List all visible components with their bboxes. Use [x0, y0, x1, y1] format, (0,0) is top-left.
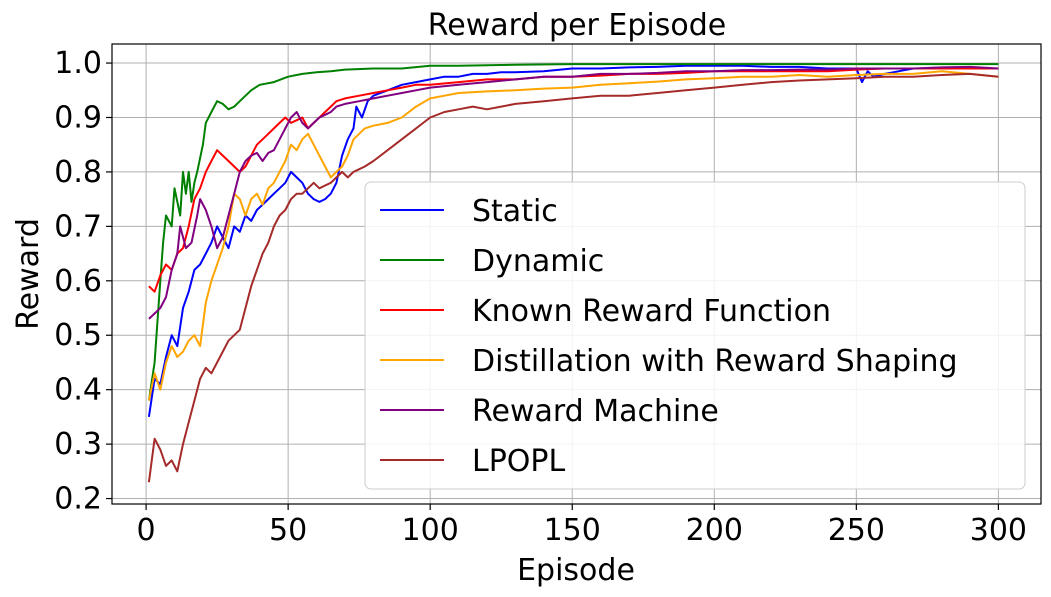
x-axis: 0 50 100 150 200 250 300 — [137, 504, 1027, 548]
series-line-reward-machine — [148, 65, 999, 320]
x-tick-label: 0 — [137, 513, 156, 548]
plot-frame — [111, 43, 1042, 505]
y-tick-label: 0.2 — [54, 482, 102, 517]
y-axis: 0.2 0.3 0.4 0.5 0.6 0.7 0.8 0.9 1.0 — [54, 46, 112, 517]
series-layer — [147, 63, 999, 483]
series-line-static — [147, 64, 999, 418]
legend-box — [364, 181, 1026, 490]
legend: Static Dynamic Known Reward Function Distil… — [364, 181, 1026, 490]
y-tick-label: 0.9 — [54, 100, 102, 135]
x-tick-label: 200 — [686, 513, 743, 548]
y-tick-label: 0.6 — [54, 264, 102, 299]
x-tick-label: 100 — [402, 513, 459, 548]
x-tick-label: 50 — [269, 513, 307, 548]
legend-label-distillation-with-reward-shaping: Distillation with Reward Shaping — [472, 344, 958, 379]
y-axis-label: Reward — [11, 218, 46, 330]
y-tick-label: 1.0 — [54, 46, 102, 81]
x-tick-label: 150 — [544, 513, 601, 548]
legend-label-dynamic: Dynamic — [472, 244, 604, 279]
series-line-dynamic — [147, 63, 999, 401]
series-line-distillation-with-reward-shaping — [147, 70, 999, 401]
legend-label-static: Static — [472, 194, 558, 229]
legend-label-known-reward-function: Known Reward Function — [472, 294, 831, 329]
legend-label-lpopl: LPOPL — [472, 444, 566, 479]
y-tick-label: 0.4 — [54, 373, 102, 408]
y-tick-label: 0.7 — [54, 209, 102, 244]
x-axis-label: Episode — [517, 553, 635, 588]
chart-title: Reward per Episode — [428, 8, 726, 43]
legend-label-reward-machine: Reward Machine — [472, 394, 719, 429]
y-tick-label: 0.8 — [54, 155, 102, 190]
x-tick-label: 250 — [828, 513, 885, 548]
series-line-lpopl — [147, 72, 999, 483]
y-tick-label: 0.5 — [54, 318, 102, 353]
x-tick-label: 300 — [970, 513, 1027, 548]
y-tick-label: 0.3 — [54, 427, 102, 462]
